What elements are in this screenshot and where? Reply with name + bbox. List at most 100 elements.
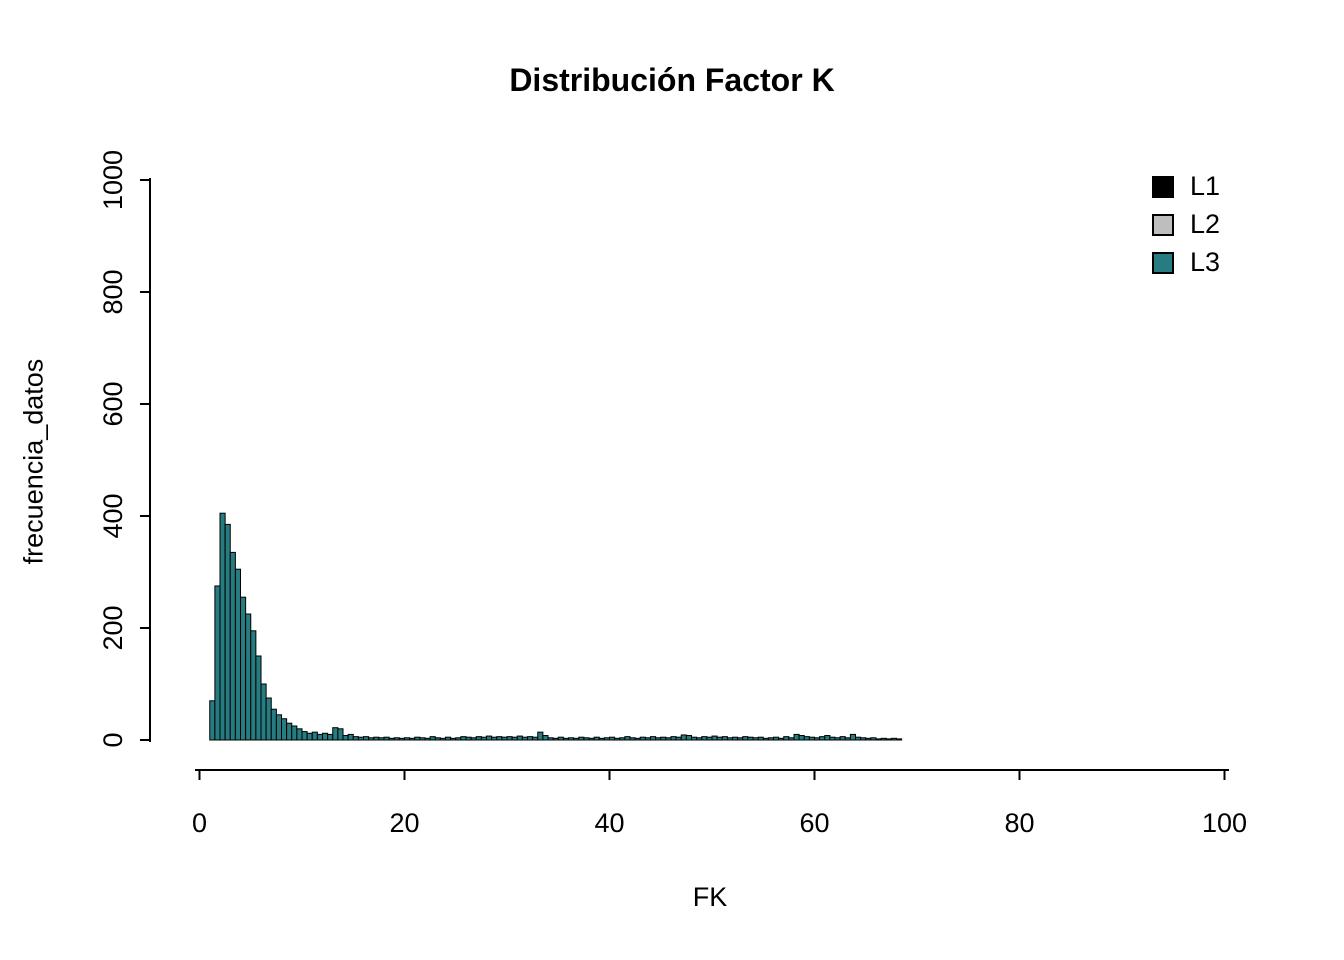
histogram-bar bbox=[521, 736, 529, 741]
y-tick-label: 400 bbox=[98, 493, 128, 538]
histogram-bar bbox=[675, 736, 682, 741]
histogram-bar bbox=[696, 737, 703, 741]
histogram-bar bbox=[496, 736, 503, 741]
x-tick-label: 60 bbox=[799, 808, 829, 838]
histogram-bar bbox=[680, 734, 687, 741]
histogram-bar bbox=[229, 551, 236, 741]
histogram-bar bbox=[834, 737, 841, 741]
x-tick-label: 0 bbox=[192, 808, 207, 838]
histogram-bar bbox=[773, 736, 780, 741]
histogram-bar bbox=[516, 735, 523, 741]
histogram-bar bbox=[737, 737, 744, 741]
histogram-bar bbox=[747, 736, 754, 741]
histogram-bar bbox=[398, 737, 406, 741]
histogram-bar bbox=[286, 722, 293, 741]
histogram-bar bbox=[757, 736, 764, 741]
histogram-bar bbox=[896, 738, 903, 741]
histogram-bar bbox=[450, 737, 457, 741]
histogram-bar bbox=[855, 736, 862, 741]
histogram-bar bbox=[865, 737, 872, 741]
histogram-bar bbox=[619, 737, 626, 741]
histogram-bar bbox=[296, 728, 303, 741]
histogram-bar bbox=[460, 736, 467, 741]
histogram-bar bbox=[875, 738, 882, 741]
histogram-bar bbox=[629, 737, 636, 741]
histogram-bar bbox=[409, 737, 416, 741]
y-tick-label: 200 bbox=[98, 605, 128, 650]
histogram-bar bbox=[824, 735, 831, 741]
histogram-bar bbox=[819, 736, 826, 741]
legend-label-l1: L1 bbox=[1190, 171, 1221, 201]
histogram-bar bbox=[706, 736, 713, 741]
histogram-bar bbox=[639, 736, 646, 741]
histogram-bar bbox=[670, 736, 677, 741]
histogram-bar bbox=[475, 736, 482, 741]
histogram-bar bbox=[219, 512, 226, 741]
histogram-bar bbox=[793, 733, 800, 741]
histogram-bar bbox=[352, 736, 359, 741]
histogram-bar bbox=[306, 732, 313, 741]
legend-item-l3: L3 bbox=[1152, 248, 1220, 277]
x-axis: 0 20 40 60 80 100 bbox=[192, 769, 1247, 838]
histogram-bar bbox=[665, 737, 672, 741]
legend-label-l2: L2 bbox=[1190, 209, 1221, 239]
histogram-bar bbox=[327, 733, 334, 741]
histogram-bar bbox=[424, 737, 431, 741]
histogram-bar bbox=[480, 736, 488, 741]
histogram-bar bbox=[332, 727, 339, 741]
histogram-bar bbox=[547, 737, 554, 741]
histogram-bar bbox=[291, 725, 298, 741]
histogram-bar bbox=[568, 737, 575, 741]
histogram-bar bbox=[655, 737, 662, 741]
histogram-bar bbox=[255, 655, 262, 741]
histogram-bar bbox=[491, 736, 498, 741]
histogram-bar bbox=[414, 736, 421, 741]
histogram-bar bbox=[552, 737, 559, 741]
histogram-bar bbox=[603, 737, 611, 741]
histogram-bar bbox=[245, 613, 252, 741]
histogram-bar bbox=[860, 737, 867, 741]
histogram-bar bbox=[634, 737, 641, 741]
histogram-bar bbox=[486, 735, 493, 741]
histogram-bar bbox=[732, 736, 739, 741]
histogram-bar bbox=[363, 736, 370, 741]
y-tick-label: 600 bbox=[98, 381, 128, 426]
histogram-bar bbox=[839, 736, 846, 741]
histogram-bar bbox=[578, 736, 585, 741]
x-tick-label: 20 bbox=[389, 808, 419, 838]
histogram-bar bbox=[844, 737, 851, 741]
histogram-bar bbox=[316, 733, 324, 741]
histogram-bar bbox=[368, 737, 375, 741]
histogram-bar bbox=[419, 737, 426, 741]
histogram-bar bbox=[685, 735, 693, 741]
histogram-bar bbox=[275, 714, 283, 741]
histogram-bar bbox=[721, 736, 728, 741]
legend-item-l1: L1 bbox=[1152, 172, 1220, 201]
histogram-bar bbox=[537, 731, 544, 741]
histogram-bar bbox=[311, 731, 318, 741]
y-tick-label: 0 bbox=[98, 732, 128, 747]
histogram-bar bbox=[455, 737, 462, 741]
histogram-bar bbox=[506, 736, 513, 741]
histogram-bar bbox=[342, 735, 349, 741]
histogram-bar bbox=[849, 733, 857, 741]
histogram-bar bbox=[614, 737, 621, 741]
histogram-bar bbox=[783, 736, 790, 741]
histogram-bar bbox=[240, 596, 247, 741]
histogram-bar bbox=[322, 732, 329, 741]
histogram-bar bbox=[778, 737, 785, 741]
histogram-bar bbox=[660, 736, 667, 741]
histogram-bar bbox=[803, 736, 810, 741]
y-tick-label: 800 bbox=[98, 269, 128, 314]
chart-title: Distribución Factor K bbox=[509, 62, 835, 98]
histogram-bar bbox=[767, 737, 775, 741]
histogram-bar bbox=[209, 700, 216, 741]
histogram-bar bbox=[542, 735, 549, 741]
histogram-bar bbox=[347, 733, 354, 741]
histogram-bar bbox=[214, 585, 221, 741]
histogram-bar bbox=[429, 736, 436, 741]
histogram-bar bbox=[337, 728, 344, 741]
histogram-bar bbox=[383, 736, 390, 741]
x-tick-label: 40 bbox=[594, 808, 624, 838]
histogram-bar bbox=[265, 697, 272, 741]
